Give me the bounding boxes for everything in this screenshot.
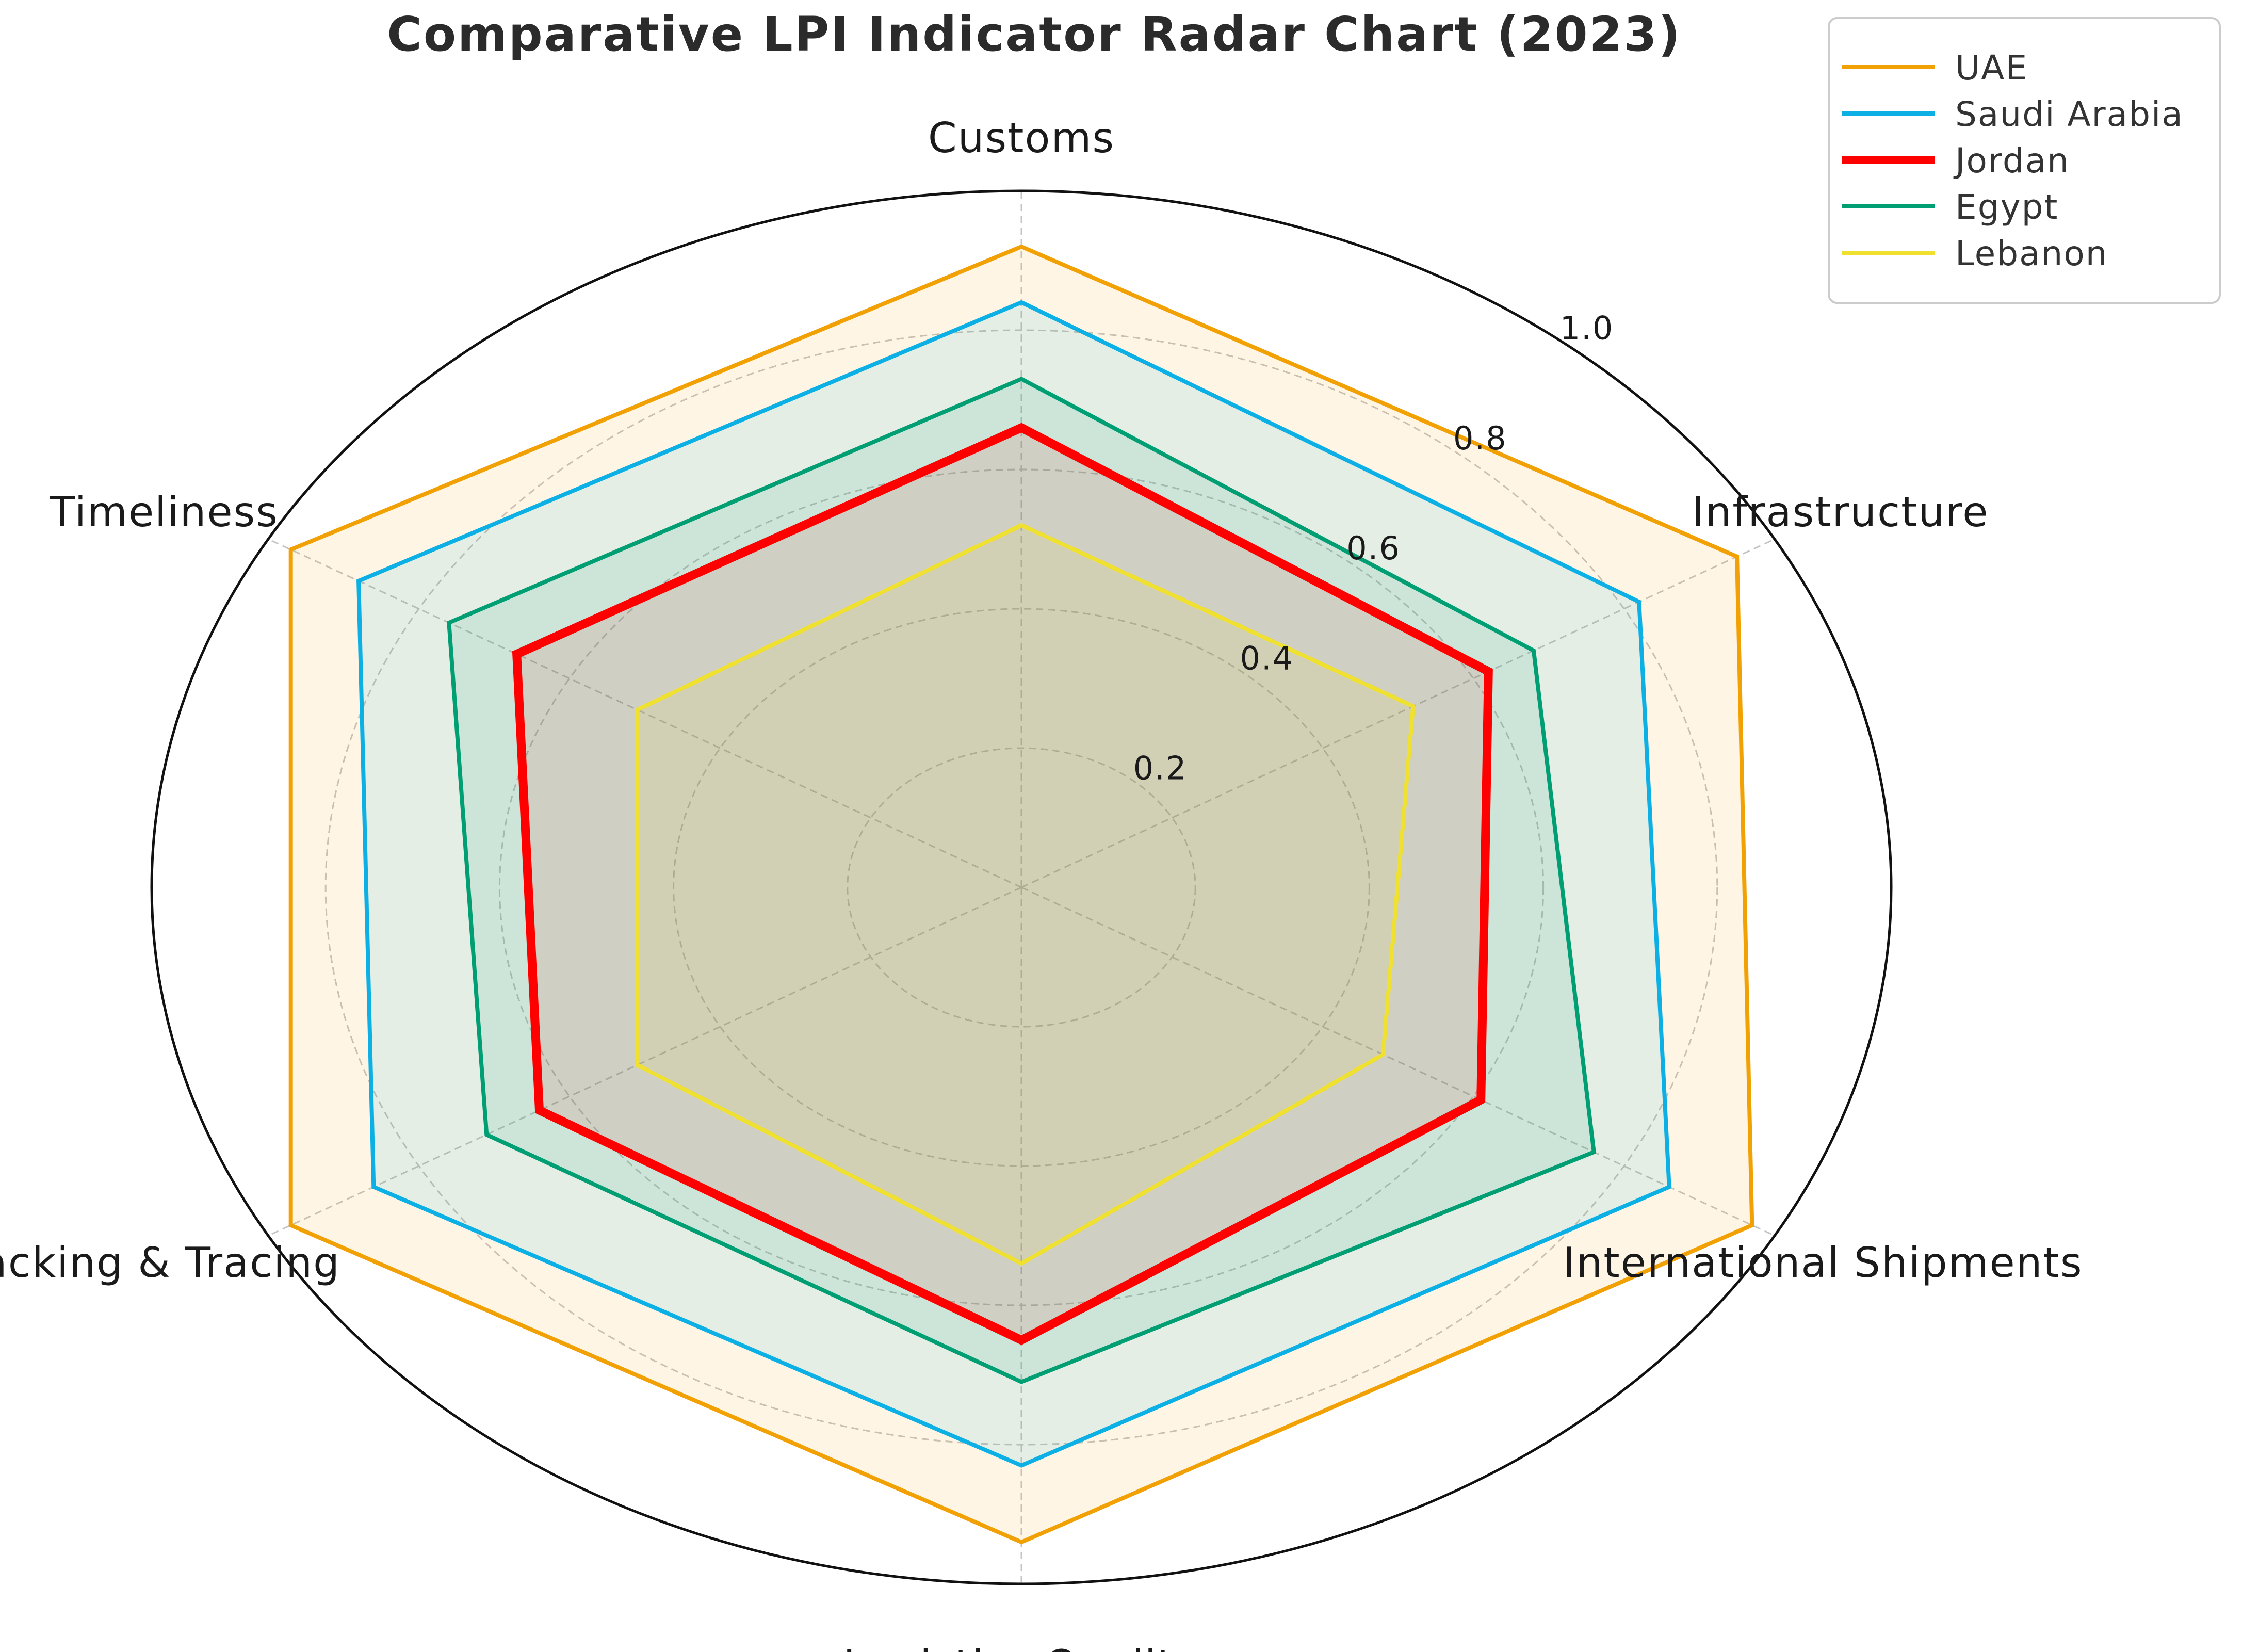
grid-ring-3	[324, 329, 1718, 1446]
axis-label-2: International Shipments	[1563, 1239, 2083, 1287]
series-line-lebanon	[635, 523, 1416, 1266]
tick-label-3: 0.8	[1453, 419, 1507, 457]
legend-label-lebanon: Lebanon	[1955, 234, 2108, 273]
tick-label-1: 0.4	[1240, 639, 1294, 677]
legend-label-egypt: Egypt	[1955, 187, 2058, 227]
axis-labels: Customs Infrastructure International Shipm…	[0, 114, 2083, 1652]
grid-spoke-4	[268, 886, 1022, 1237]
tick-label-2: 0.6	[1346, 529, 1401, 567]
series-lines	[288, 244, 1754, 1545]
series-fills	[290, 247, 1752, 1542]
axis-label-0: Customs	[928, 114, 1115, 162]
legend-label-jordan: Jordan	[1953, 141, 2070, 181]
grid-spoke-5	[268, 538, 1022, 888]
series-fill-lebanon	[637, 525, 1413, 1264]
grid-spoke-2	[1021, 886, 1775, 1237]
axis-label-1: Infrastructure	[1692, 488, 1989, 536]
legend-box	[1828, 17, 2221, 304]
series-line-egypt	[447, 377, 1597, 1384]
outer-frame	[150, 189, 1893, 1585]
series-fill-egypt	[449, 379, 1594, 1382]
radar-grid	[150, 189, 1893, 1585]
axis-label-4: Tracking & Tracing	[0, 1239, 340, 1287]
axis-label-3: Logistics Quality	[843, 1641, 1199, 1652]
radial-tick-labels: 0.2 0.4 0.6 0.8 1.0	[1133, 310, 1614, 787]
grid-ring-0	[847, 747, 1196, 1028]
series-line-jordan	[512, 423, 1493, 1346]
legend-label-saudi-arabia: Saudi Arabia	[1955, 94, 2184, 134]
series-fill-jordan	[516, 428, 1489, 1340]
tick-label-0: 0.2	[1133, 750, 1188, 787]
chart-title: Comparative LPI Indicator Radar Chart (2…	[387, 7, 1681, 62]
axis-label-5: Timeliness	[49, 488, 279, 536]
series-line-uae	[288, 244, 1754, 1545]
grid-spoke-1	[1021, 538, 1775, 888]
series-line-saudi-arabia	[356, 300, 1671, 1468]
legend: UAE Saudi Arabia Jordan Egypt Lebanon	[1828, 17, 2221, 304]
legend-label-uae: UAE	[1955, 48, 2028, 88]
tick-label-4: 1.0	[1560, 310, 1614, 347]
